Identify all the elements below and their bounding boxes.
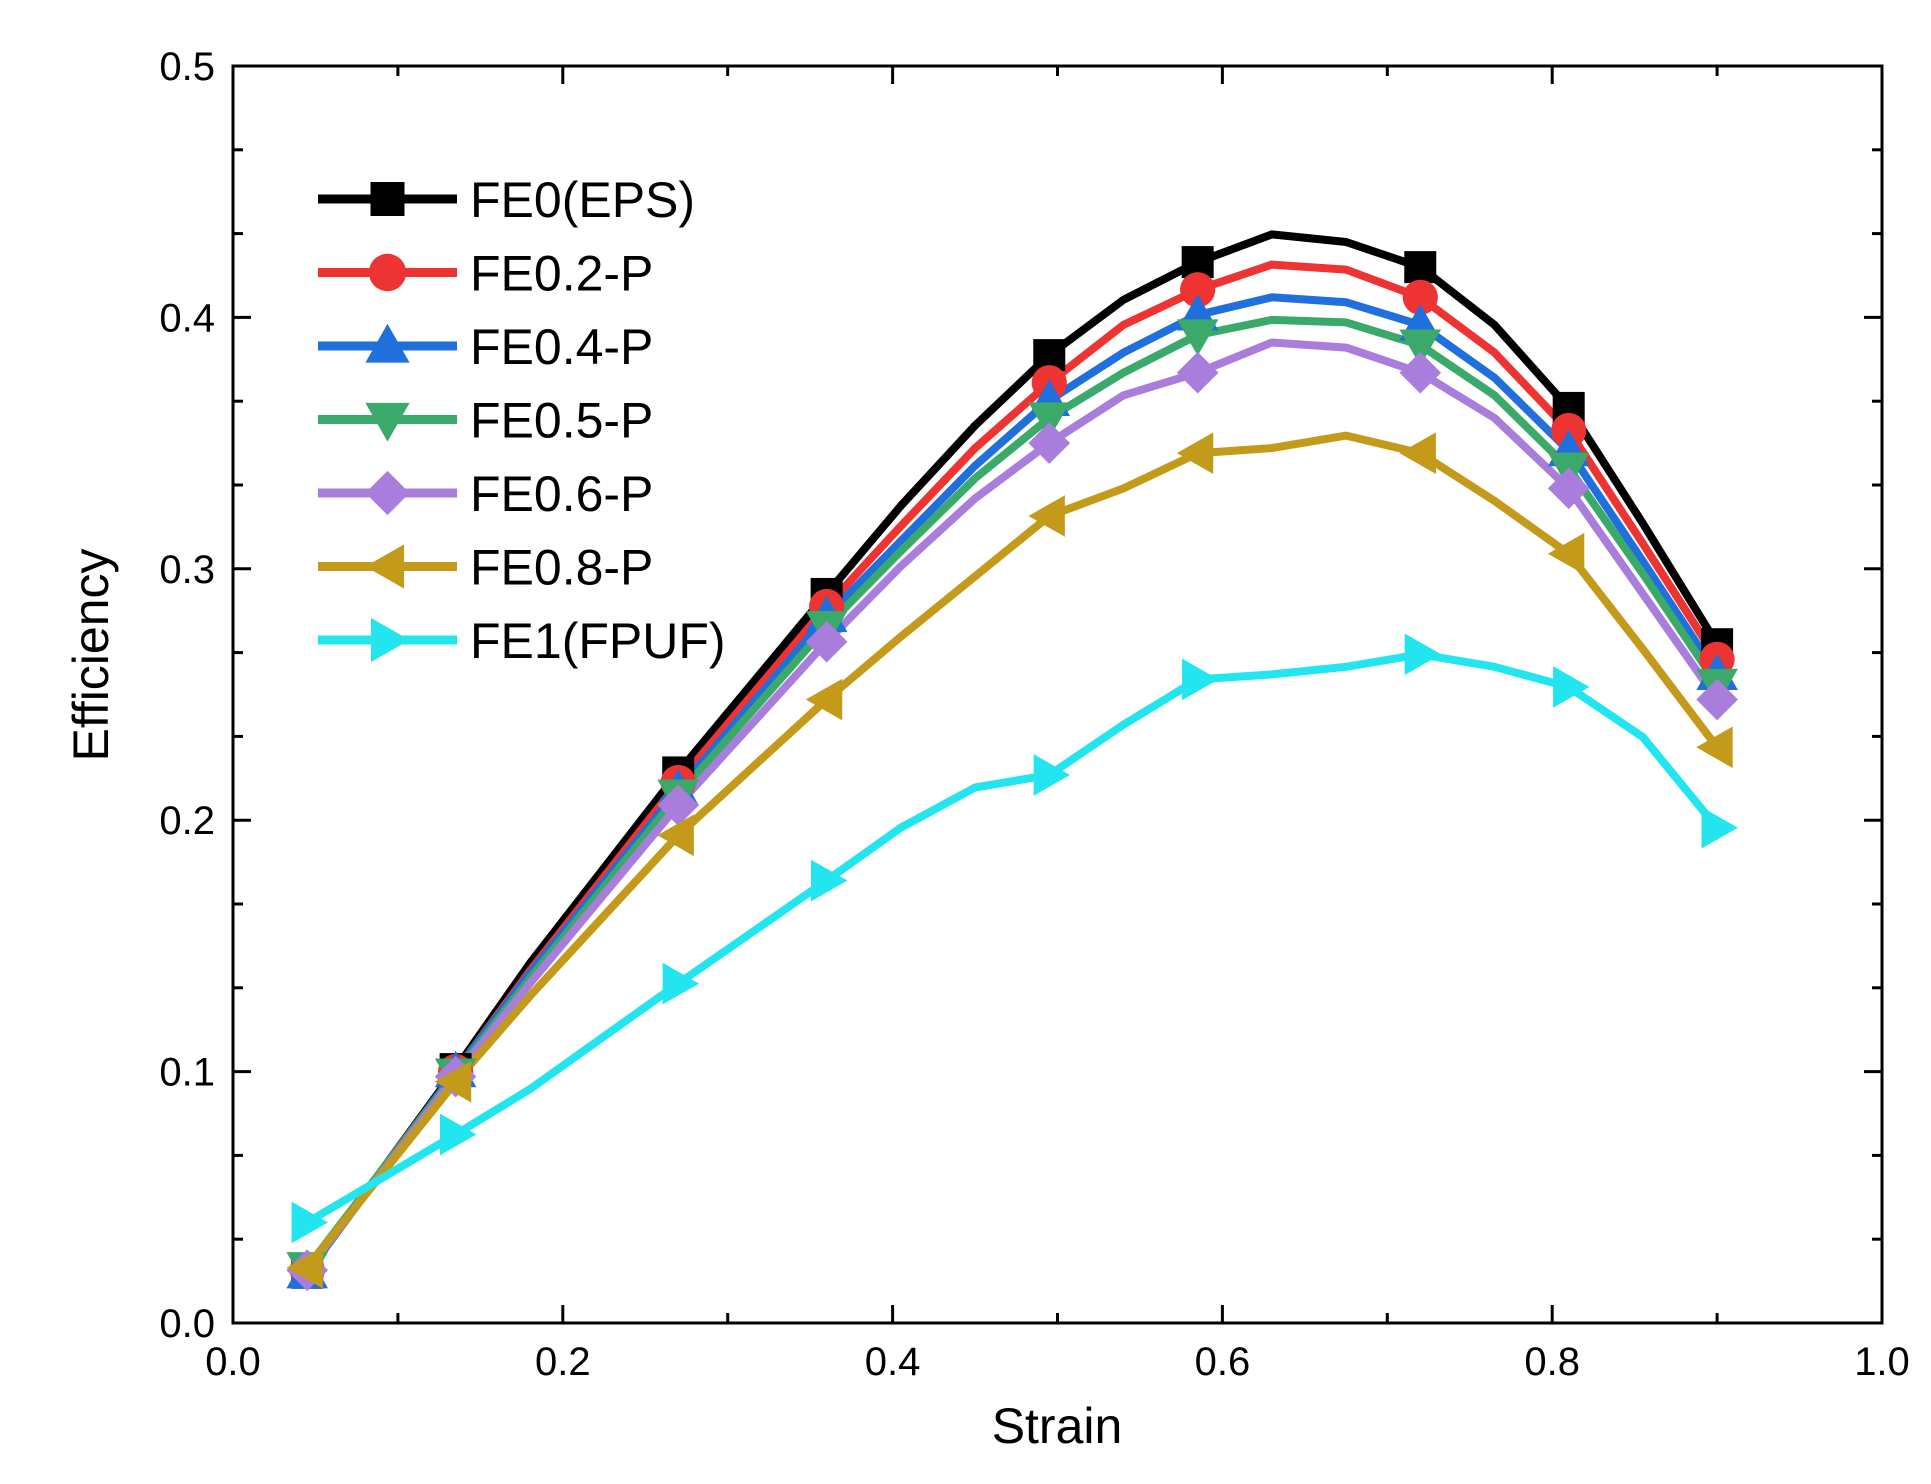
legend-label-fe0-5-p: FE0.5-P (470, 393, 653, 449)
y-axis-label: Efficiency (63, 548, 119, 761)
legend-label-fe0-6-p: FE0.6-P (470, 466, 653, 522)
data-point-fe0-6-p (1547, 467, 1590, 510)
data-point-fe1-fpuf (1182, 658, 1219, 701)
legend-marker-fe0-6-p (365, 470, 410, 516)
series-line-fe0-6-p (303, 338, 1722, 1275)
series-markers (286, 246, 1738, 1292)
data-point-fe0-8-p (1547, 532, 1585, 575)
data-point-fe1-fpuf (811, 859, 848, 902)
data-point-fe0-5-p (1028, 402, 1071, 439)
data-point-fe0-2-p (1180, 272, 1216, 308)
data-point-fe0-6-p (1399, 351, 1442, 394)
legend-label-fe0-eps: FE0(EPS) (470, 172, 695, 228)
legend-label-fe0-8-p: FE0.8-P (470, 540, 653, 596)
series-lines (303, 230, 1722, 1277)
legend-marker-fe0-2-p (368, 253, 407, 292)
legend-marker-fe0-eps (370, 182, 405, 216)
data-point-fe0-8-p (657, 814, 694, 857)
legend-label-fe0-4-p: FE0.4-P (470, 319, 653, 375)
legend-marker-fe0-5-p (365, 402, 410, 442)
x-tick-label: 1.0 (1854, 1340, 1910, 1384)
y-tick-label: 0.0 (159, 1302, 215, 1346)
data-point-fe0-5-p (1176, 319, 1219, 356)
data-point-fe1-fpuf (1404, 633, 1442, 676)
legend-label-fe1-fpuf: FE1(FPUF) (470, 613, 726, 669)
data-point-fe1-fpuf (1553, 666, 1590, 708)
data-point-fe1-fpuf (1701, 806, 1738, 849)
data-point-fe0-8-p (805, 678, 843, 721)
data-point-fe0-6-p (1696, 678, 1738, 721)
y-tick-label: 0.1 (159, 1051, 215, 1095)
data-point-fe1-fpuf (662, 962, 700, 1005)
legend: FE0(EPS) FE0.2-P FE0.4-P FE0.5-P FE0.6-P FE0.… (318, 172, 726, 669)
plot-frame (231, 64, 1884, 1325)
data-point-fe0-5-p (1399, 329, 1442, 366)
data-point-fe0-6-p (1028, 422, 1071, 464)
series-line-fe0-8-p (303, 431, 1722, 1272)
data-point-fe1-fpuf (291, 1201, 329, 1244)
data-point-fe0-8-p (1028, 495, 1065, 537)
y-tick-label: 0.4 (159, 296, 215, 340)
data-point-fe0-8-p (434, 1060, 472, 1103)
x-tick-label: 0.4 (865, 1340, 921, 1384)
x-tick-label: 0.0 (205, 1340, 261, 1384)
series-line-fe0-5-p (303, 315, 1722, 1272)
data-point-fe0-8-p (286, 1246, 323, 1289)
x-tick-label: 0.6 (1195, 1340, 1251, 1384)
data-point-fe0-6-p (657, 784, 700, 826)
legend-marker-fe0-8-p (365, 544, 405, 589)
data-point-fe0-6-p (805, 620, 848, 663)
data-point-fe1-fpuf (440, 1113, 477, 1156)
y-tick-label: 0.5 (159, 45, 215, 89)
y-tick-label: 0.2 (159, 799, 215, 843)
data-point-fe0-2-p (1402, 279, 1438, 315)
legend-marker-fe0-4-p (365, 323, 410, 363)
x-axis-label: Strain (992, 1398, 1123, 1454)
data-point-fe0-8-p (1696, 726, 1733, 769)
legend-label-fe0-2-p: FE0.2-P (470, 246, 653, 302)
series-line-fe1-fpuf (303, 650, 1722, 1227)
tick-labels: 0.0 0.2 0.4 0.6 0.8 1.0 0.0 0.1 0.2 0.3 0.4 0.5 (159, 45, 1909, 1384)
data-point-fe0-8-p (1399, 432, 1436, 474)
data-point-fe0-eps (1404, 251, 1437, 284)
data-point-fe0-6-p (1176, 351, 1219, 394)
x-tick-label: 0.8 (1524, 1340, 1580, 1384)
legend-marker-fe1-fpuf (370, 617, 410, 663)
data-point-fe1-fpuf (1033, 754, 1071, 796)
y-tick-label: 0.3 (159, 548, 215, 592)
data-point-fe0-8-p (1176, 432, 1214, 474)
x-tick-label: 0.2 (535, 1340, 591, 1384)
series-line-fe0-eps (303, 230, 1722, 1277)
